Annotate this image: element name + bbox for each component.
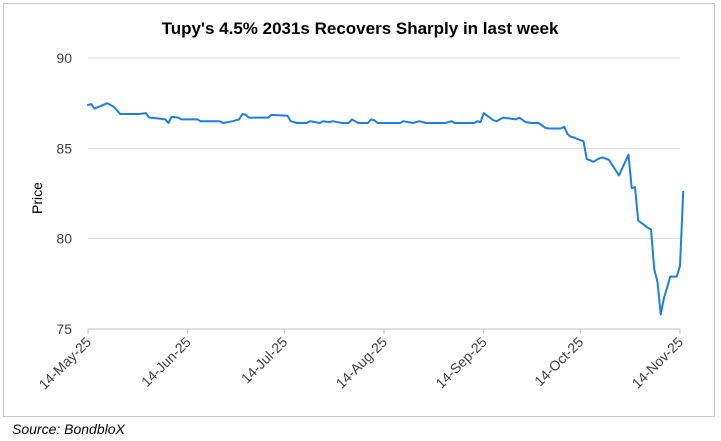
y-axis-tick-labels: 75 80 85 90	[56, 50, 72, 337]
x-axis	[87, 328, 681, 334]
y-tick-label: 75	[56, 321, 72, 337]
x-tick-label: 14-Oct-25	[531, 334, 586, 389]
x-tick-label: 14-May-25	[35, 334, 94, 393]
price-line-chart: Tupy's 4.5% 2031s Recovers Sharply in la…	[29, 19, 686, 393]
gridlines	[88, 57, 680, 240]
series-line-price	[87, 102, 685, 316]
series-line-group	[87, 102, 685, 316]
chart-frame: Tupy's 4.5% 2031s Recovers Sharply in la…	[3, 3, 715, 417]
x-tick-label: 14-Aug-25	[333, 334, 391, 392]
y-tick-label: 80	[56, 231, 72, 247]
chart-title: Tupy's 4.5% 2031s Recovers Sharply in la…	[162, 19, 559, 38]
y-tick-label: 90	[56, 50, 72, 66]
x-tick-label: 14-Nov-25	[629, 334, 687, 392]
x-tick-label: 14-Jun-25	[138, 334, 194, 390]
y-tick-label: 85	[56, 140, 72, 156]
source-note: Source: BondbloX	[12, 421, 125, 437]
x-tick-label: 14-Jul-25	[238, 334, 291, 387]
y-axis-label: Price	[29, 182, 45, 214]
x-axis-tick-labels: 14-May-25 14-Jun-25 14-Jul-25 14-Aug-25 14-S…	[35, 334, 686, 393]
x-tick-label: 14-Sep-25	[432, 334, 490, 392]
